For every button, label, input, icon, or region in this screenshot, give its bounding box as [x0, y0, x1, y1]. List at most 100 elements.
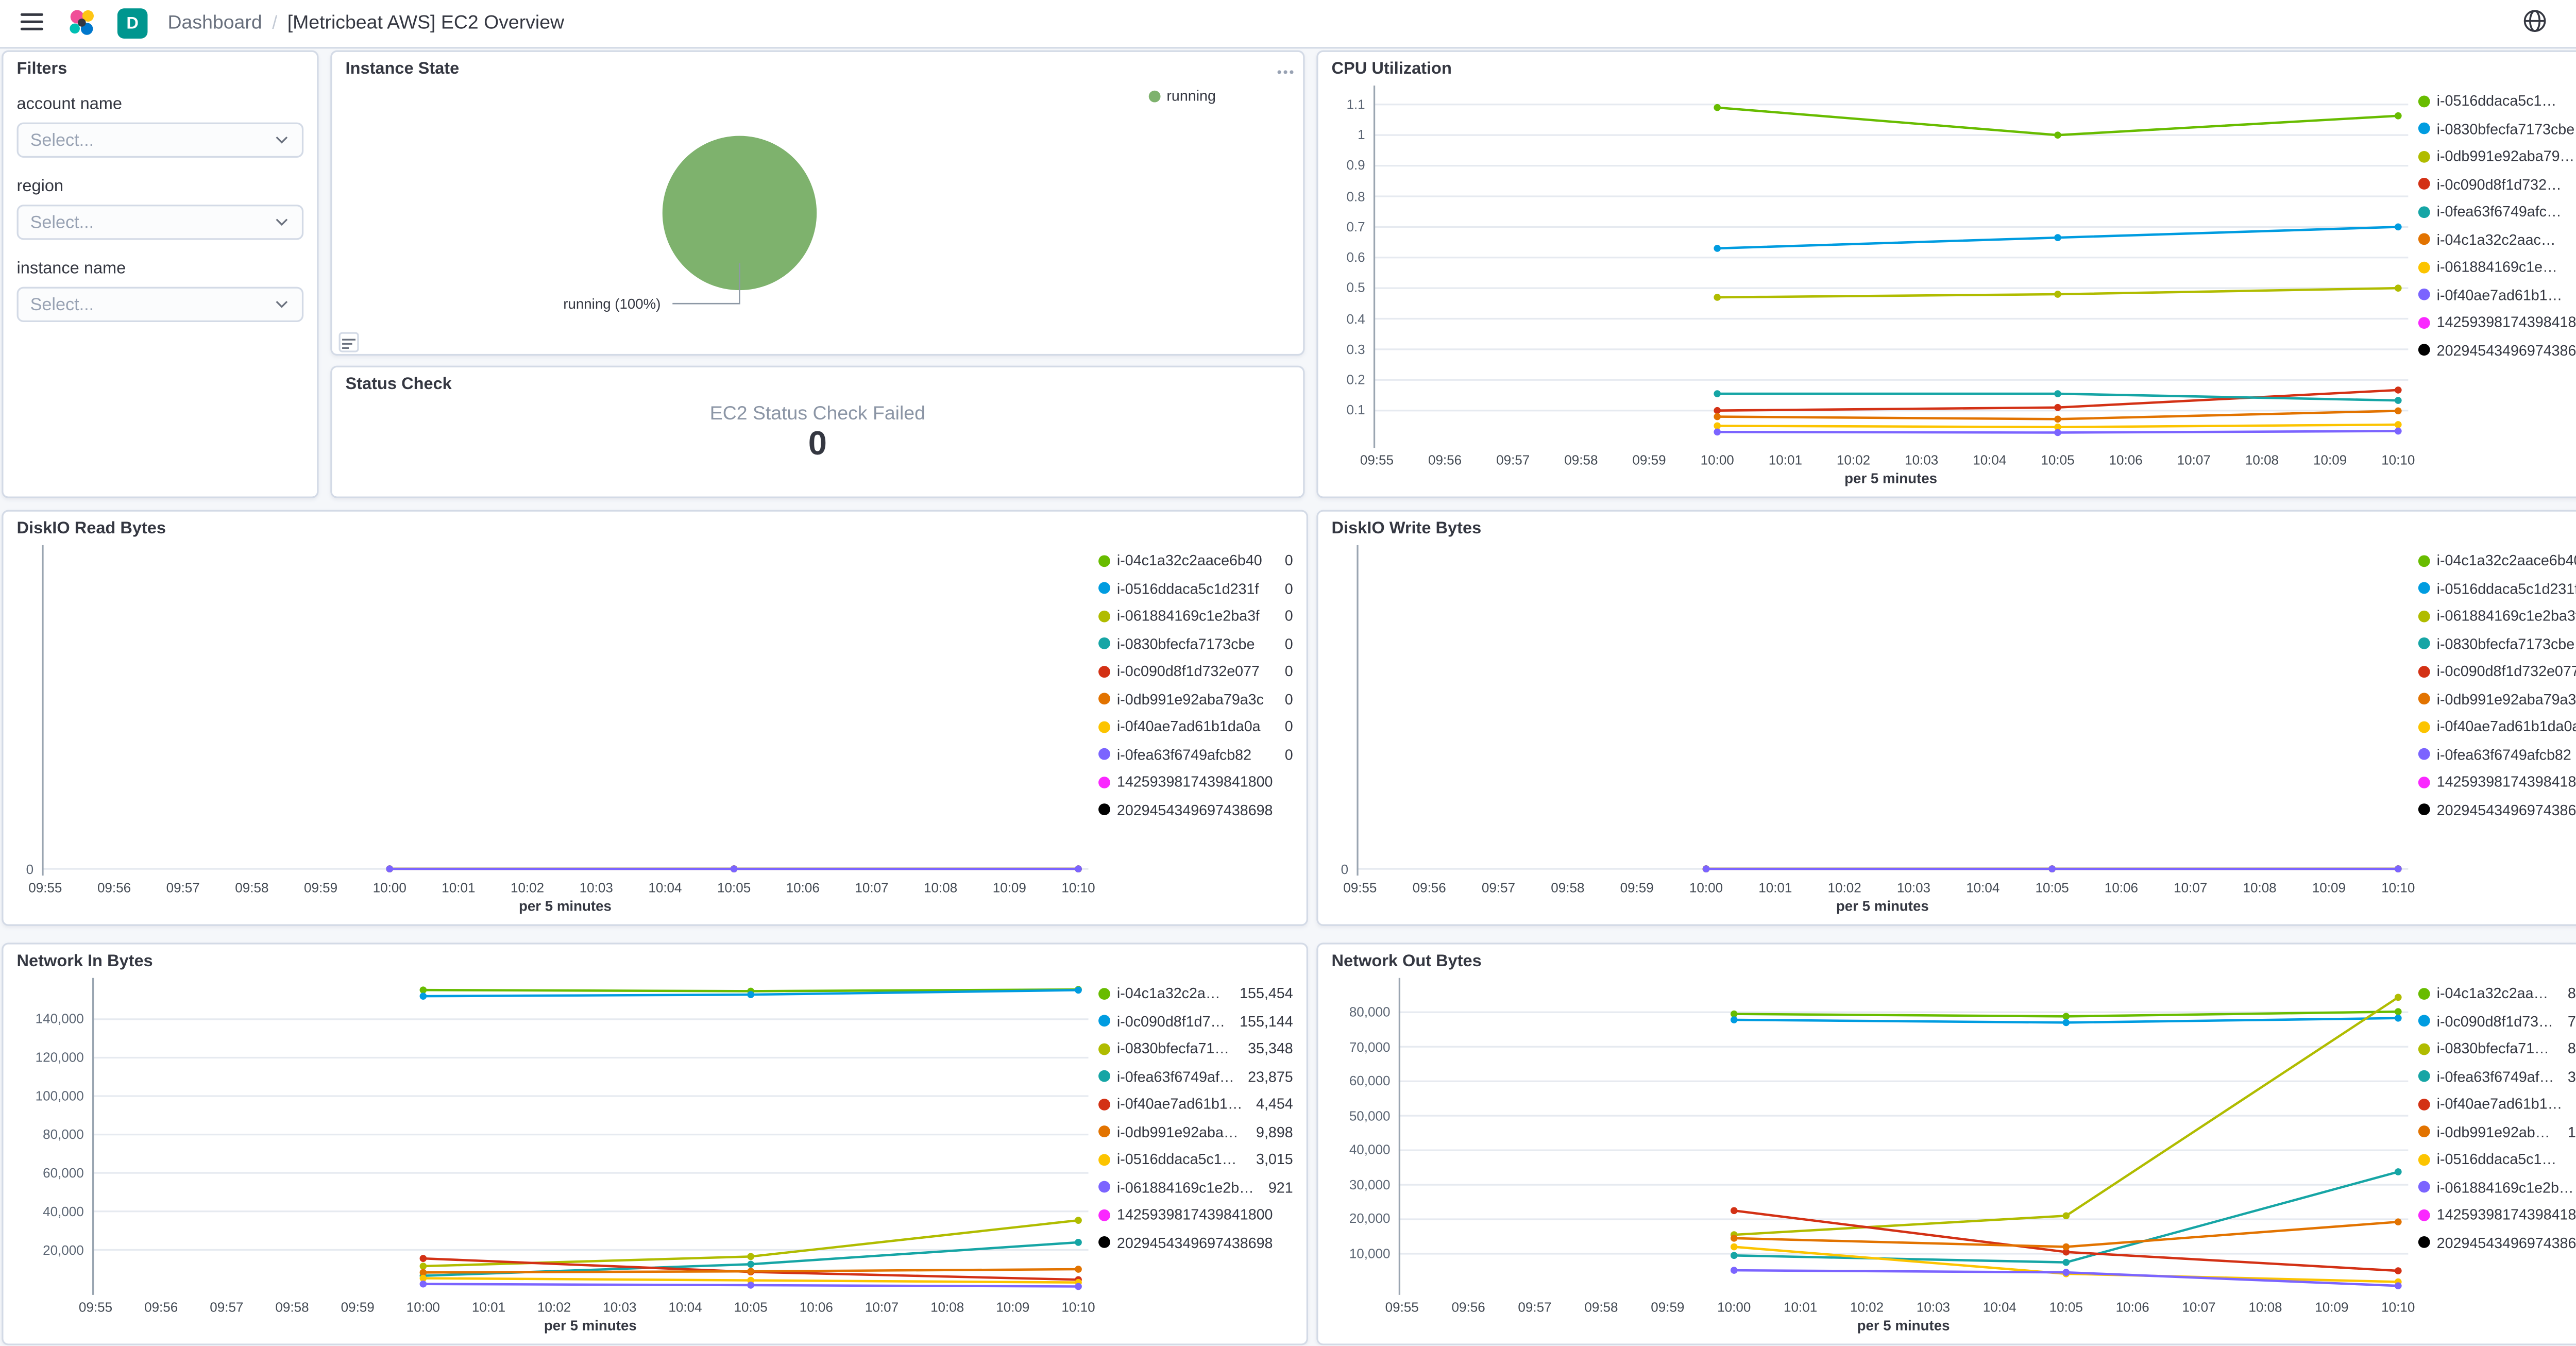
legend-item[interactable]: i-0f40ae7ad61b1da0a 0.033	[2418, 286, 2576, 303]
space-badge[interactable]: D	[117, 8, 148, 39]
legend-item[interactable]: i-0c090d8f1d732e077 155,144	[1098, 1012, 1293, 1029]
chart-plot-area[interactable]	[42, 545, 1089, 876]
legend-item[interactable]: i-0830bfecfa7173cbe 84,322	[2418, 1040, 2576, 1057]
legend-series-name: i-061884169c1e2ba3f	[2436, 258, 2563, 275]
legend-item[interactable]: i-061884169c1e2ba3f 921	[1098, 1178, 1293, 1196]
legend-series-value: 0.054	[2569, 258, 2576, 275]
panel-diskio-read-bytes: DiskIO Read Bytes 0 09:55 09:56 09:57 09:58…	[2, 510, 1308, 926]
legend-item[interactable]: i-0db991e92aba79a3c 19,231	[2418, 1123, 2576, 1140]
elastic-logo-icon[interactable]	[67, 8, 97, 39]
legend-item[interactable]: 1425939817439841800	[2418, 314, 2576, 330]
legend-item[interactable]: i-0fea63f6749afcb82 33,741	[2418, 1068, 2576, 1084]
region-select[interactable]: Select...	[16, 205, 304, 240]
panel-options-button[interactable]	[1273, 57, 1297, 77]
legend-item[interactable]: i-0516ddaca5c1d231f 3,015	[1098, 1151, 1293, 1168]
x-tick-label: 09:55	[1360, 452, 1394, 468]
legend-series-name: i-0fea63f6749afcb82	[2436, 203, 2563, 220]
x-tick-label: 10:01	[1784, 1300, 1818, 1315]
x-axis-title: per 5 minutes	[1836, 897, 1929, 915]
legend-item[interactable]: 1425939817439841800	[2418, 1206, 2576, 1223]
x-tick-label: 09:58	[1564, 452, 1598, 468]
legend-item[interactable]: 2029454349697438698	[2418, 341, 2576, 358]
legend-item[interactable]: i-061884169c1e2ba3f 0.054	[2418, 258, 2576, 275]
legend-item[interactable]: i-0830bfecfa7173cbe 35,348	[1098, 1040, 1293, 1057]
legend-item[interactable]: 2029454349697438698	[2418, 801, 2576, 818]
legend-item[interactable]: 1425939817439841800	[2418, 773, 2576, 790]
legend-item[interactable]: i-04c1a32c2aace6b40 0.099	[2418, 231, 2576, 247]
chart-canvas	[92, 978, 1089, 1295]
chart-canvas	[1373, 86, 2409, 448]
legend-series-name: i-0db991e92aba79a3c	[2436, 690, 2576, 708]
chart-plot-area[interactable]	[92, 978, 1089, 1295]
breadcrumb-dashboard[interactable]: Dashboard	[167, 13, 262, 34]
x-tick-label: 10:03	[603, 1300, 637, 1315]
legend-item[interactable]: i-0f40ae7ad61b1da0a 4,454	[1098, 1096, 1293, 1112]
legend-item[interactable]: i-04c1a32c2aace6b40 155,454	[1098, 985, 1293, 1001]
legend-item[interactable]: i-04c1a32c2aace6b40 80,166	[2418, 985, 2576, 1001]
chevron-down-icon	[274, 207, 291, 238]
x-tick-label: 09:56	[144, 1300, 178, 1315]
mail-button[interactable]	[2574, 7, 2576, 40]
legend-item[interactable]: i-0fea63f6749afcb82 23,875	[1098, 1068, 1293, 1084]
legend-color-dot	[2418, 554, 2430, 566]
x-tick-label: 10:06	[799, 1300, 833, 1315]
legend-color-dot	[2418, 1125, 2430, 1137]
chart-legend: i-0516ddaca5c1d231f 1.063 i-0830bfecfa7173…	[2408, 86, 2576, 490]
legend-item[interactable]: 2029454349697438698	[2418, 1234, 2576, 1251]
legend-item[interactable]: i-0db991e92aba79a3c 9,898	[1098, 1123, 1293, 1140]
x-tick-label: 10:10	[2381, 880, 2415, 896]
chart-plot-area[interactable]	[1373, 86, 2409, 448]
legend-series-name: i-0db991e92aba79a3c	[2436, 147, 2576, 164]
legend-item[interactable]: 1425939817439841800	[1098, 1206, 1293, 1223]
x-axis: 09:55 09:56 09:57 09:58 09:59 10:00 10:01 10:02…	[1360, 448, 2415, 468]
instance-name-select[interactable]: Select...	[16, 287, 304, 322]
legend-color-dot	[2418, 1236, 2430, 1248]
account-name-select[interactable]: Select...	[16, 122, 304, 158]
chart-plot-area[interactable]	[1398, 978, 2409, 1295]
legend-item[interactable]: i-0516ddaca5c1d231f 1,847	[2418, 1151, 2576, 1168]
x-tick-label: 10:00	[406, 1300, 440, 1315]
legend-item[interactable]: i-0f40ae7ad61b1da0a 5,054	[2418, 1096, 2576, 1112]
menu-button[interactable]	[17, 8, 47, 40]
legend-item[interactable]: 2029454349697438698	[1098, 801, 1293, 818]
legend-item[interactable]: i-061884169c1e2ba3f710	[2418, 1179, 2576, 1195]
legend-item[interactable]: i-0c090d8f1d732e077 78,288	[2418, 1012, 2576, 1029]
chart-plot-area[interactable]	[1357, 545, 2409, 876]
legend-item[interactable]: i-0c090d8f1d732e077 0.167	[2418, 175, 2576, 192]
legend-item[interactable]: i-0516ddaca5c1d231f 1.063	[2418, 92, 2576, 109]
legend-series-name: i-0db991e92aba79a3c	[2436, 1123, 2554, 1140]
pie-chart[interactable]	[662, 136, 817, 291]
legend-item[interactable]: 1425939817439841800	[1098, 773, 1293, 790]
legend-item[interactable]: 2029454349697438698	[1098, 1234, 1293, 1251]
legend-item[interactable]: i-0fea63f6749afcb82 0.133	[2418, 203, 2576, 220]
legend-series-name: i-061884169c1e2ba3f	[1116, 1178, 1255, 1196]
pie-legend-item[interactable]: running	[1148, 87, 1216, 104]
ellipsis-icon	[1276, 55, 1294, 80]
globe-button[interactable]	[2519, 5, 2551, 42]
y-tick-label: 1	[1358, 127, 1365, 143]
legend-toggle-button[interactable]	[338, 332, 359, 352]
x-tick-label: 10:08	[930, 1300, 964, 1315]
x-tick-label: 10:05	[2049, 1300, 2083, 1315]
x-tick-label: 10:03	[1905, 452, 1939, 468]
legend-series-value: 0	[1284, 662, 1293, 680]
legend-color-dot	[2418, 1153, 2430, 1165]
